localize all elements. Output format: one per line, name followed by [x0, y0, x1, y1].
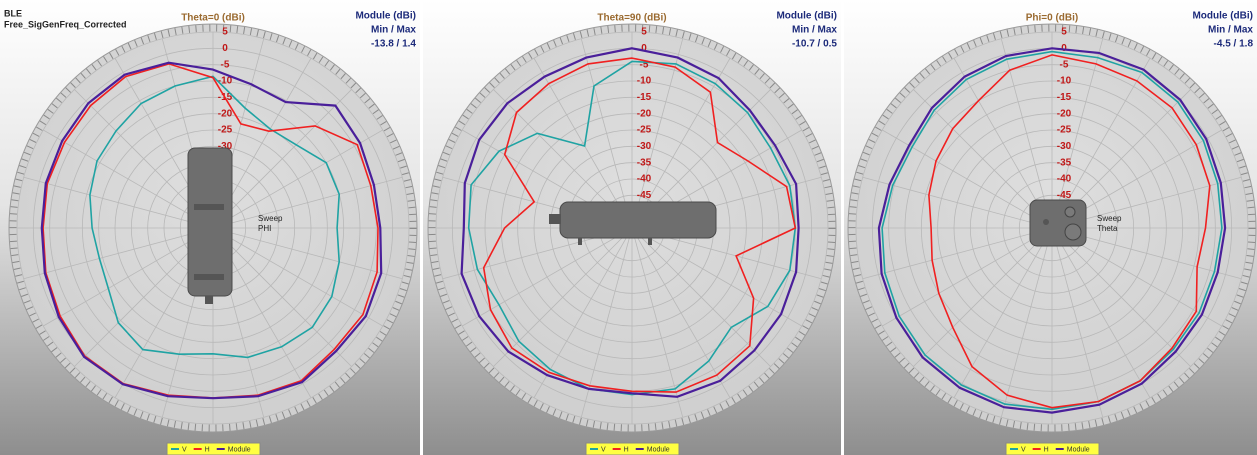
r-tick-label: -30 [637, 141, 652, 152]
range-value: -10.7 / 0.5 [792, 39, 837, 50]
chart-title: Theta=0 (dBi) [181, 13, 245, 24]
legend-label: V [601, 446, 606, 453]
legend-label: H [624, 446, 629, 453]
chart: 5 0 -5 -10 -15 -20 -25 -30 -35 -40 -45 Theta=0 (dBi… [0, 0, 1257, 455]
module-title: Module (dBi) [1192, 11, 1253, 22]
r-tick-label: 5 [641, 27, 647, 38]
legend-label: Module [228, 446, 251, 453]
device-part [648, 238, 652, 245]
legend-label: Module [1067, 446, 1090, 453]
chart-title: Phi=0 (dBi) [1026, 13, 1079, 24]
device [188, 148, 232, 296]
r-tick-label: -45 [637, 190, 652, 201]
r-tick-label: -40 [637, 174, 652, 185]
range-value: -4.5 / 1.8 [1214, 39, 1254, 50]
range-label: Min / Max [1208, 25, 1253, 36]
sweep-label: Theta [1097, 224, 1118, 233]
r-tick-label: -20 [637, 108, 652, 119]
device-part [578, 238, 582, 245]
sweep-label: PHI [258, 224, 271, 233]
device-part [549, 214, 561, 224]
r-tick-label: -45 [1057, 190, 1072, 201]
r-tick-label: 0 [222, 43, 228, 54]
legend-label: V [1021, 446, 1026, 453]
r-tick-label: -10 [1057, 76, 1072, 87]
sweep-label: Sweep [1097, 214, 1122, 223]
legend-label: Module [647, 446, 670, 453]
r-tick-label: -30 [1057, 141, 1072, 152]
r-tick-label: -20 [218, 108, 233, 119]
r-tick-label: -10 [637, 76, 652, 87]
module-title: Module (dBi) [776, 11, 837, 22]
device-part [1065, 207, 1075, 217]
device [560, 202, 716, 238]
device-part [1043, 219, 1049, 225]
r-tick-label: -15 [637, 92, 652, 103]
legend-label: H [205, 446, 210, 453]
device-part [1065, 224, 1081, 240]
module-title: Module (dBi) [355, 11, 416, 22]
device-part [194, 204, 224, 210]
r-tick-label: -20 [1057, 108, 1072, 119]
device-part [194, 274, 224, 280]
r-tick-label: -25 [218, 125, 233, 136]
device-part [205, 296, 213, 304]
chart-title: Theta=90 (dBi) [597, 13, 666, 24]
r-tick-label: 5 [222, 27, 228, 38]
r-tick-label: -5 [1060, 59, 1069, 70]
r-tick-label: -25 [1057, 125, 1072, 136]
r-tick-label: -5 [221, 59, 230, 70]
r-tick-label: -40 [1057, 174, 1072, 185]
r-tick-label: -25 [637, 125, 652, 136]
sweep-label: Sweep [258, 214, 283, 223]
note: BLE [4, 8, 22, 18]
range-label: Min / Max [792, 25, 837, 36]
r-tick-label: -35 [1057, 157, 1072, 168]
r-tick-label: -35 [637, 157, 652, 168]
legend-label: V [182, 446, 187, 453]
range-label: Min / Max [371, 25, 416, 36]
r-tick-label: -15 [1057, 92, 1072, 103]
r-tick-label: 5 [1061, 27, 1067, 38]
legend-label: H [1044, 446, 1049, 453]
range-value: -13.8 / 1.4 [371, 39, 416, 50]
note: Free_SigGenFreq_Corrected [4, 19, 127, 29]
